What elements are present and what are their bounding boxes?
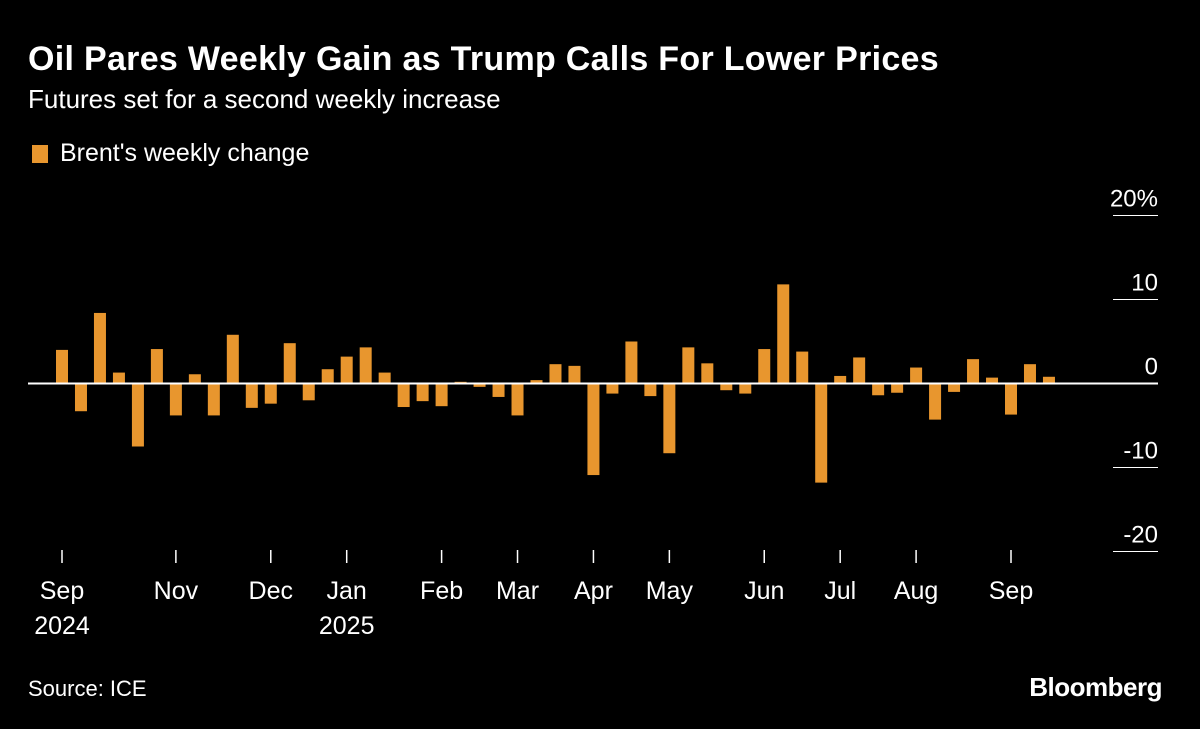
bar (739, 383, 752, 394)
chart-subtitle: Futures set for a second weekly increase (28, 84, 501, 114)
x-tick-label: Mar (496, 577, 539, 605)
bar (891, 383, 904, 393)
y-tick-label: 20% (1110, 186, 1158, 213)
bar (131, 383, 144, 447)
bar (340, 356, 353, 384)
x-tick-label: Sep (40, 577, 84, 605)
bar (74, 383, 87, 412)
x-tick-label: May (646, 577, 694, 605)
bar (720, 383, 733, 391)
bar (663, 383, 676, 454)
x-tick-label: Jul (824, 577, 856, 605)
bar (359, 347, 372, 384)
x-tick-year-label: 2025 (319, 612, 375, 640)
x-tick-label: Feb (420, 577, 463, 605)
bar (226, 334, 239, 384)
bar (321, 369, 334, 384)
bar (435, 383, 448, 407)
bar (1042, 376, 1055, 384)
bar (758, 349, 771, 384)
bar (511, 383, 524, 416)
bar (397, 383, 410, 408)
x-tick-label: Dec (249, 577, 293, 605)
legend: Brent's weekly change (32, 139, 309, 168)
bar (93, 312, 106, 384)
bar (815, 383, 828, 483)
bar (587, 383, 600, 476)
bar (948, 383, 961, 392)
bar (492, 383, 505, 397)
chart-title: Oil Pares Weekly Gain as Trump Calls For… (28, 40, 939, 78)
bar (302, 383, 315, 401)
bar (188, 374, 201, 384)
bar (549, 364, 562, 384)
bar (682, 347, 695, 384)
y-tick-label: 10 (1131, 270, 1158, 297)
bar (530, 380, 543, 384)
x-tick-label: Sep (989, 577, 1033, 605)
bar (910, 367, 923, 384)
y-tick-label: 0 (1145, 354, 1158, 381)
bar (207, 383, 220, 416)
bar (853, 357, 866, 384)
x-tick-label: Apr (574, 577, 613, 605)
bar (416, 383, 429, 402)
bar (56, 349, 68, 384)
bar (150, 349, 163, 384)
y-tick-label: -20 (1123, 522, 1158, 549)
bar (644, 383, 657, 397)
bar (872, 383, 885, 396)
y-tick-label: -10 (1123, 438, 1158, 465)
x-tick-label: Nov (154, 577, 199, 605)
bar (1023, 364, 1036, 384)
legend-swatch (32, 144, 48, 163)
bar (169, 383, 182, 416)
bar (986, 377, 999, 384)
x-tick-label: Jan (327, 577, 367, 605)
source-note: Source: ICE (28, 676, 147, 701)
bar (378, 372, 391, 384)
bar (834, 375, 847, 384)
bar (473, 383, 486, 387)
x-tick-label: Jun (744, 577, 784, 605)
bar (283, 343, 296, 384)
bar (796, 351, 809, 384)
bar (701, 363, 714, 384)
x-tick-label: Aug (894, 577, 938, 605)
bar (929, 383, 942, 420)
bar (625, 341, 638, 384)
x-tick-year-label: 2024 (34, 612, 90, 640)
bloomberg-logo: Bloomberg (1029, 672, 1162, 702)
bar (264, 383, 277, 404)
bar (967, 359, 980, 384)
bar (777, 284, 790, 384)
bar (568, 365, 581, 384)
bar (1005, 383, 1017, 415)
bar (606, 383, 619, 394)
legend-label: Brent's weekly change (60, 139, 310, 167)
bar (112, 372, 125, 384)
bar (245, 383, 258, 408)
